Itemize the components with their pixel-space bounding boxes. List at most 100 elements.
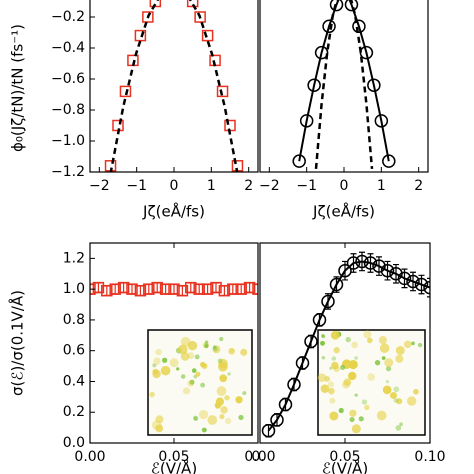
y-tick-label: 0.0 — [63, 435, 85, 451]
y-tick-label: 1.2 — [63, 250, 85, 266]
atom — [384, 358, 394, 368]
atom — [182, 387, 191, 395]
marker — [307, 78, 321, 92]
atom — [219, 374, 228, 383]
y-tick-label: −0.8 — [51, 102, 85, 118]
marker — [292, 154, 306, 168]
atom — [333, 365, 340, 373]
y-tick-label: −0.2 — [51, 9, 85, 25]
marker — [338, 263, 352, 278]
atom — [204, 343, 209, 349]
atom — [379, 343, 390, 353]
x-axis-label: ℰ(V/Å) — [322, 459, 368, 474]
marker — [151, 281, 163, 294]
atom — [396, 398, 403, 405]
atom — [358, 416, 364, 422]
atom — [162, 357, 168, 363]
atom — [343, 378, 352, 387]
atom — [191, 368, 197, 373]
atom — [393, 386, 400, 393]
marker — [380, 263, 395, 278]
x-tick-label: 0.00 — [244, 449, 275, 465]
atom — [417, 342, 423, 348]
marker — [295, 356, 310, 370]
atom — [178, 344, 188, 355]
marker — [201, 29, 214, 42]
atom — [153, 357, 161, 365]
marker — [329, 277, 344, 292]
atom — [374, 359, 381, 366]
x-tick-label: 2 — [414, 178, 423, 194]
atom — [329, 411, 339, 421]
marker — [159, 283, 172, 295]
marker — [210, 281, 222, 294]
atom — [218, 358, 228, 369]
atom — [180, 352, 190, 361]
atom — [152, 363, 157, 368]
marker — [243, 281, 256, 294]
atom — [235, 396, 243, 404]
x-tick-label: −2 — [89, 178, 110, 194]
atom — [348, 359, 358, 370]
atom — [328, 387, 335, 395]
atom — [349, 417, 355, 423]
atom — [393, 398, 399, 403]
y-tick-label: 0.4 — [63, 373, 85, 389]
atom — [207, 415, 218, 425]
marker — [270, 413, 284, 427]
atom — [169, 358, 179, 368]
x-tick-label: 0.05 — [158, 449, 189, 465]
atom — [361, 399, 368, 405]
marker — [235, 283, 247, 295]
atom — [228, 347, 236, 355]
y-tick-label: 1.0 — [63, 281, 85, 297]
atom — [381, 356, 386, 360]
marker — [143, 283, 155, 295]
atom — [340, 364, 346, 371]
atom — [395, 346, 405, 355]
atom — [155, 348, 162, 356]
marker — [389, 267, 403, 281]
marker — [414, 277, 429, 292]
marker — [134, 29, 147, 42]
atom — [327, 381, 335, 388]
marker — [329, 0, 344, 12]
marker — [126, 283, 138, 295]
atom — [219, 413, 225, 420]
atom — [212, 345, 217, 350]
error-bar — [333, 276, 340, 293]
atom — [201, 427, 207, 433]
marker — [406, 274, 420, 289]
atom — [217, 358, 223, 364]
atom — [367, 373, 376, 381]
marker — [278, 397, 293, 412]
marker — [186, 0, 199, 8]
atom — [219, 336, 224, 342]
atom — [149, 391, 155, 398]
atom — [220, 406, 228, 414]
marker — [287, 377, 301, 392]
marker — [367, 78, 381, 92]
atom — [152, 368, 159, 375]
atom — [345, 336, 351, 343]
atom — [354, 356, 358, 360]
atom — [317, 373, 327, 383]
plot-area — [292, 0, 396, 170]
atom — [321, 334, 326, 339]
x-tick-label: 0.05 — [329, 449, 360, 465]
y-tick-label: 0.8 — [63, 312, 85, 328]
marker — [374, 114, 389, 128]
atom — [354, 393, 358, 397]
x-tick-label: 0.00 — [74, 449, 105, 465]
marker — [312, 313, 327, 327]
atom — [395, 425, 402, 431]
series-line — [109, 0, 239, 172]
marker — [344, 0, 359, 12]
atom — [395, 354, 404, 363]
series-line — [314, 0, 374, 170]
x-axis-label: ℰ(V/Å) — [151, 459, 197, 474]
atom — [403, 340, 412, 349]
marker — [355, 254, 369, 269]
atom — [385, 380, 390, 384]
atom — [189, 379, 195, 385]
